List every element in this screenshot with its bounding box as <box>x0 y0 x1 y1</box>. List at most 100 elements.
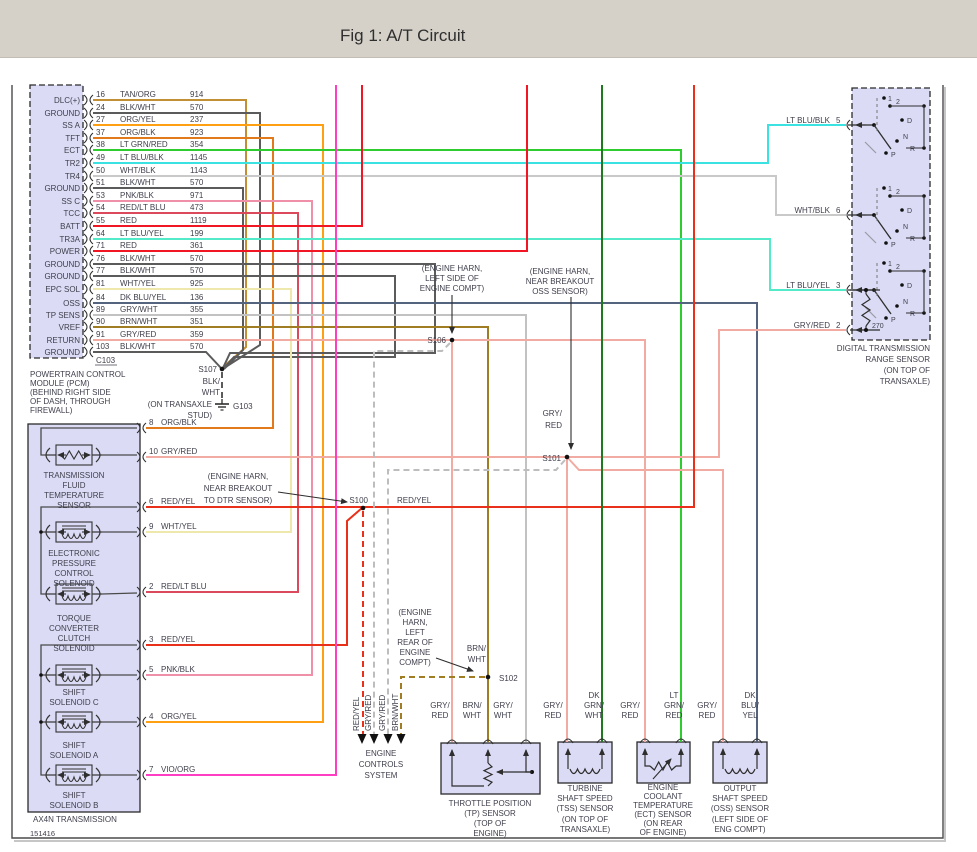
trans-pin-number: 6 <box>149 497 154 506</box>
sensor-wire-color: GRY/ <box>493 701 513 710</box>
pin-bracket <box>562 738 574 744</box>
pcm-circuit-number: 925 <box>190 279 204 288</box>
pcm-signal-label: GROUND <box>44 184 80 193</box>
pcm-circuit-number: 914 <box>190 90 204 99</box>
pin-bracket <box>83 195 88 207</box>
pcm-signal-label: TFT <box>65 134 80 143</box>
pcm-pin-number: 81 <box>96 279 105 288</box>
sensor-wire-color: RED <box>432 711 449 720</box>
dtr-wire-color: LT BLU/BLK <box>786 116 830 125</box>
pcm-circuit-number: 1145 <box>190 153 208 162</box>
pcm-signal-label: TP SENS <box>46 311 80 320</box>
sensor-caption: TEMPERATURE <box>633 801 693 810</box>
symbol-box <box>55 664 93 686</box>
pcm-wire-color: LT BLU/YEL <box>120 229 164 238</box>
pcm-wire-color: BLK/WHT <box>120 178 156 187</box>
trans-pin-number: 2 <box>149 582 154 591</box>
junction-dot <box>884 316 888 320</box>
wire-64-lt-blu-yel <box>93 238 846 291</box>
pin-bracket <box>83 107 88 119</box>
paren-left <box>45 586 51 602</box>
pin-bracket <box>520 739 532 745</box>
thermistor-icon <box>649 760 677 772</box>
wire-37-org-blk <box>93 137 274 429</box>
wire-s106-engine-controls <box>373 342 451 734</box>
component-label: CLUTCH <box>58 634 91 643</box>
pcm-signal-label: GROUND <box>44 272 80 281</box>
pin-bracket <box>89 170 94 182</box>
wire-84-dk-blu-yel <box>93 302 758 742</box>
pin-bracket <box>83 207 88 219</box>
dtr-position-label: N <box>903 134 908 141</box>
pin-bracket <box>136 716 141 728</box>
sensor-wire-color: BLU/ <box>741 701 760 710</box>
pcm-signal-label: VREF <box>59 323 80 332</box>
pin-bracket <box>136 422 141 434</box>
pin-bracket <box>675 738 687 744</box>
trans-wire-color: RED/YEL <box>161 635 196 644</box>
wire-color-label: RED/YEL <box>397 496 432 505</box>
solenoid-coil-icon <box>61 722 87 730</box>
pin-bracket <box>83 170 88 182</box>
wire-color-label: RED <box>545 421 562 430</box>
down-arrow-icon <box>357 734 367 744</box>
coil-icon <box>569 767 601 775</box>
pcm-signal-label: POWER <box>50 247 80 256</box>
pin-bracket <box>83 144 88 156</box>
paren-right <box>95 767 101 783</box>
pin-bracket <box>142 526 147 538</box>
pcm-wire-color: WHT/BLK <box>120 166 156 175</box>
dtr-position-label: R <box>910 236 915 243</box>
pcm-signal-label: DLC(+) <box>54 96 80 105</box>
pcm-pin-number: 91 <box>96 330 105 339</box>
dtr-wire-color: GRY/RED <box>794 321 831 330</box>
symbol-box <box>55 711 93 733</box>
component-label: SHIFT <box>62 741 85 750</box>
pin-bracket <box>83 132 88 144</box>
wire-pin6-red-yel <box>146 85 695 508</box>
pin-bracket <box>846 119 851 131</box>
pcm-circuit-number: 136 <box>190 293 204 302</box>
pcm-pin-number: 38 <box>96 140 105 149</box>
wire-103-blk-wht <box>93 351 222 369</box>
pin-bracket <box>89 245 94 257</box>
pcm-wire-color: RED <box>120 241 137 250</box>
note-arrow <box>277 491 348 505</box>
sensor-caption: TURBINE <box>567 784 602 793</box>
pin-bracket <box>83 297 88 309</box>
down-arrow-icon <box>369 734 379 744</box>
pcm-circuit-number: 351 <box>190 317 204 326</box>
pcm-wire-color: BLK/WHT <box>120 342 156 351</box>
pin-bracket <box>89 334 94 346</box>
pin-bracket <box>136 586 141 598</box>
pcm-pin-number: 89 <box>96 305 105 314</box>
junction-dot <box>39 673 43 677</box>
wire-color-label: WHT <box>468 655 486 664</box>
dtr-wire-color: LT BLU/YEL <box>786 281 830 290</box>
splice-label-s102: S102 <box>499 674 518 683</box>
dtr-position-label: D <box>907 118 912 125</box>
pcm-pin-number: 84 <box>96 293 105 302</box>
wire-90-brn-wht <box>93 326 489 742</box>
sensor-wire-color: LT <box>670 691 679 700</box>
pcm-pin-number: 37 <box>96 128 105 137</box>
junction-dot <box>895 304 899 308</box>
sensor-wire-color: GRY/ <box>543 701 563 710</box>
junction-dot <box>39 530 43 534</box>
pcm-circuit-number: 199 <box>190 229 204 238</box>
harness-note: (ENGINE HARN, <box>208 472 268 481</box>
pin-bracket <box>596 738 608 744</box>
harness-note: (ENGINE <box>398 608 431 617</box>
sensor-caption: OUTPUT <box>724 784 757 793</box>
pcm-circuit-number: 354 <box>190 140 204 149</box>
paren-right <box>95 714 101 730</box>
junction-dot <box>900 283 904 287</box>
pcm-circuit-number: 473 <box>190 203 204 212</box>
sensor-wire-color: GRN/ <box>584 701 605 710</box>
pcm-pin-number: 77 <box>96 266 105 275</box>
dtr-caption: RANGE SENSOR <box>866 355 931 364</box>
component-label: TEMPERATURE <box>44 491 104 500</box>
splice-label-s107: S107 <box>198 365 217 374</box>
pin-bracket <box>639 738 651 744</box>
pin-bracket <box>142 586 147 598</box>
